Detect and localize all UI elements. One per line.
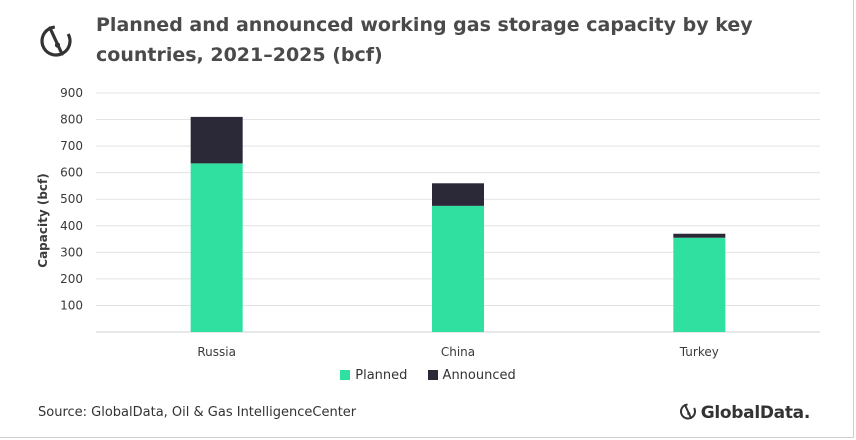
legend-item-announced: Announced — [427, 368, 516, 383]
x-tick-label: Turkey — [679, 345, 719, 359]
brand-logo: GlobalData. — [678, 401, 810, 426]
brand-name: GlobalData. — [700, 403, 811, 423]
legend-label-announced: Announced — [442, 368, 516, 383]
bar-planned-russia — [190, 163, 243, 332]
y-tick-label: 100 — [60, 298, 83, 312]
bar-announced-russia — [190, 116, 243, 164]
bar-announced-turkey — [673, 233, 726, 238]
bar-announced-china — [432, 183, 484, 206]
y-tick-label: 500 — [60, 192, 83, 206]
title-line-2: countries, 2021–2025 (bcf) — [96, 44, 383, 66]
globaldata-brand-icon — [678, 401, 698, 426]
y-axis-label: Capacity (bcf) — [36, 173, 50, 267]
y-tick-label: 700 — [60, 139, 83, 153]
y-tick-label: 800 — [60, 113, 83, 127]
bar-planned-china — [432, 205, 484, 332]
x-tick-label: Russia — [197, 345, 236, 359]
legend-item-planned: Planned — [340, 368, 407, 383]
y-tick-label: 900 — [60, 86, 83, 100]
y-tick-label: 300 — [60, 245, 83, 259]
y-tick-label: 400 — [60, 219, 83, 233]
legend: Planned Announced — [0, 368, 856, 383]
legend-swatch-announced — [427, 370, 438, 380]
chart-title: Planned and announced working gas storag… — [96, 10, 796, 70]
legend-label-planned: Planned — [355, 368, 408, 383]
y-tick-label: 600 — [60, 166, 83, 180]
bar-planned-turkey — [673, 237, 726, 332]
x-tick-label: China — [441, 345, 475, 359]
legend-swatch-planned — [340, 370, 351, 380]
y-tick-label: 200 — [60, 272, 83, 286]
globaldata-logo-icon — [36, 20, 76, 60]
title-line-1: Planned and announced working gas storag… — [96, 14, 753, 36]
source-note: Source: GlobalData, Oil & Gas Intelligen… — [38, 405, 357, 420]
